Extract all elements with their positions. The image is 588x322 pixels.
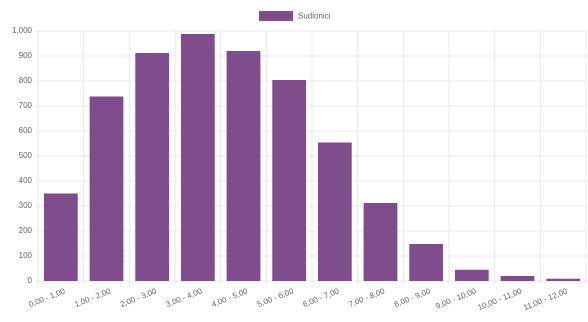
bar: [546, 278, 581, 281]
y-tick-label: 600: [19, 126, 33, 135]
legend-swatch: [259, 11, 293, 21]
x-tick-label: 2,00 - 3,00: [119, 286, 158, 309]
x-tick-label: 7,00 - 8,00: [347, 286, 386, 309]
y-tick-label: 300: [19, 201, 33, 210]
bar: [363, 203, 398, 281]
bar: [89, 96, 124, 281]
x-tick-label: 10,00 - 11,00: [476, 286, 523, 312]
x-tick-label: 5,00 - 6,00: [256, 286, 295, 309]
y-tick-label: 400: [19, 176, 33, 185]
x-tick-label: 4,00 - 5,00: [210, 286, 249, 309]
x-tick-label: 11,00 - 12,00: [522, 286, 569, 312]
bar: [226, 51, 261, 281]
y-tick-label: 100: [19, 251, 33, 260]
y-tick-label: 900: [19, 51, 33, 60]
bar: [317, 142, 352, 281]
y-tick-label: 200: [19, 226, 33, 235]
bar: [409, 244, 444, 281]
y-tick-label: 1,000: [12, 26, 33, 35]
y-tick-label: 0: [28, 276, 33, 285]
x-tick-label: 9,00 - 10,00: [434, 286, 477, 311]
x-tick-label: 6,00 - 7,00: [302, 286, 341, 309]
bar: [500, 276, 535, 281]
y-tick-label: 700: [19, 101, 33, 110]
bar: [272, 80, 307, 281]
bar: [454, 269, 489, 281]
bar: [43, 193, 78, 281]
legend-label: Sudionici: [298, 12, 331, 21]
y-tick-label: 800: [19, 76, 33, 85]
bar: [180, 34, 215, 281]
x-tick-label: 3,00 - 4,00: [165, 286, 204, 309]
bar: [135, 53, 170, 281]
y-tick-label: 500: [19, 151, 33, 160]
x-tick-label: 0,00 - 1,00: [28, 286, 67, 309]
x-tick-label: 1,00 - 2,00: [73, 286, 112, 309]
x-tick-label: 8,00 - 9,00: [393, 286, 432, 309]
